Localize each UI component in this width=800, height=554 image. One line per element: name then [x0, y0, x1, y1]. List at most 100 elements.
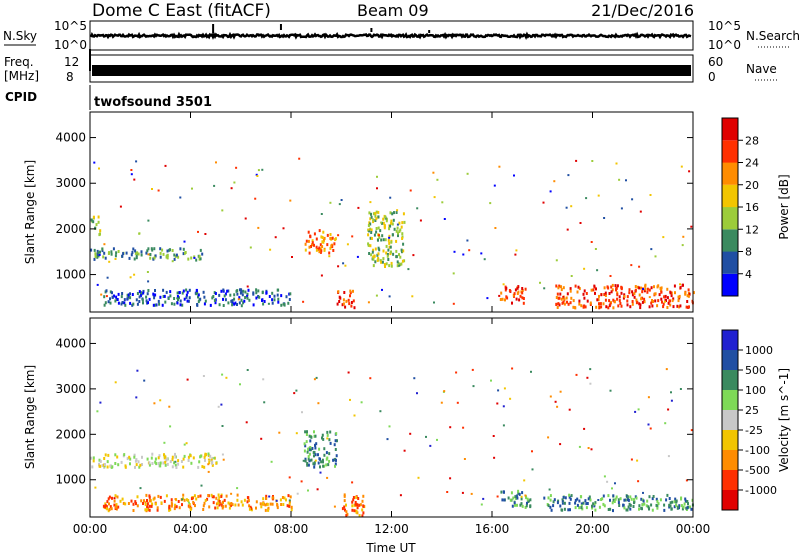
heatmap-cell	[586, 376, 589, 379]
heatmap-cell	[349, 294, 351, 298]
heatmap-cell	[608, 299, 611, 303]
colorbar-tick-label: 500	[745, 364, 766, 377]
heatmap-cell	[117, 250, 120, 253]
colorbar-swatch	[722, 118, 738, 141]
heatmap-cell	[168, 405, 171, 408]
heatmap-cell	[168, 248, 171, 252]
heatmap-cell	[298, 157, 301, 160]
power-data	[90, 157, 695, 310]
heatmap-cell	[660, 297, 663, 301]
heatmap-cell	[108, 495, 111, 499]
heatmap-cell	[218, 500, 221, 503]
heatmap-cell	[370, 212, 372, 216]
heatmap-cell	[626, 299, 629, 303]
y-tick-label: 2000	[55, 427, 86, 441]
heatmap-cell	[632, 505, 635, 508]
heatmap-cell	[680, 496, 683, 500]
heatmap-cell	[151, 502, 154, 506]
heatmap-cell	[390, 240, 393, 244]
heatmap-cell	[306, 463, 309, 467]
heatmap-cell	[620, 304, 623, 308]
heatmap-cell	[102, 255, 105, 259]
heatmap-cell	[517, 290, 520, 294]
heatmap-cell	[228, 506, 231, 510]
heatmap-cell	[97, 215, 100, 219]
heatmap-cell	[401, 221, 404, 225]
heatmap-cell	[227, 301, 230, 305]
heatmap-cell	[104, 256, 107, 260]
heatmap-cell	[653, 285, 655, 289]
heatmap-cell	[303, 449, 306, 453]
heatmap-cell	[159, 251, 162, 255]
heatmap-cell	[134, 465, 136, 469]
colorbar-tick-label: -100	[745, 444, 770, 457]
heatmap-cell	[466, 172, 469, 175]
heatmap-cell	[103, 457, 106, 460]
heatmap-cell	[148, 463, 151, 467]
heatmap-cell	[342, 302, 345, 306]
heatmap-cell	[673, 500, 676, 504]
heatmap-cell	[378, 248, 381, 252]
heatmap-cell	[525, 504, 528, 508]
nsky-label: N.Sky	[3, 29, 37, 43]
heatmap-cell	[222, 288, 225, 292]
heatmap-cell	[555, 296, 558, 299]
heatmap-cell	[231, 299, 234, 303]
heatmap-cell	[685, 506, 688, 510]
heatmap-cell	[126, 457, 129, 461]
heatmap-cell	[589, 382, 592, 385]
x-axis-label: Time UT	[365, 541, 416, 554]
heatmap-cell	[174, 463, 177, 467]
heatmap-cell	[93, 248, 96, 252]
heatmap-cell	[271, 298, 274, 302]
heatmap-cell	[639, 303, 642, 307]
heatmap-cell	[660, 286, 663, 290]
heatmap-cell	[583, 296, 586, 300]
heatmap-cell	[92, 220, 95, 224]
heatmap-cell	[603, 475, 606, 478]
heatmap-cell	[204, 233, 207, 235]
heatmap-cell	[323, 447, 326, 451]
heatmap-cell	[374, 214, 377, 218]
heatmap-cell	[639, 306, 642, 310]
heatmap-cell	[501, 498, 504, 502]
heatmap-cell	[433, 301, 435, 304]
heatmap-cell	[138, 232, 141, 235]
heatmap-cell	[157, 462, 160, 465]
heatmap-cell	[227, 289, 230, 293]
heatmap-cell	[615, 288, 617, 292]
heatmap-cell	[307, 489, 309, 492]
heatmap-cell	[162, 288, 165, 292]
heatmap-cell	[389, 224, 392, 228]
heatmap-cell	[417, 476, 420, 479]
heatmap-cell	[337, 265, 340, 268]
heatmap-cell	[344, 305, 347, 309]
heatmap-cell	[92, 215, 95, 219]
heatmap-cell	[211, 456, 214, 460]
heatmap-cell	[611, 283, 614, 287]
heatmap-cell	[644, 284, 647, 288]
heatmap-cell	[598, 505, 601, 509]
heatmap-cell	[561, 499, 564, 503]
heatmap-cell	[630, 458, 633, 461]
freq-unit: [MHz]	[4, 69, 39, 83]
heatmap-cell	[215, 502, 218, 506]
heatmap-cell	[354, 501, 357, 504]
heatmap-cell	[570, 296, 573, 300]
heatmap-cell	[105, 289, 108, 293]
heatmap-cell	[110, 250, 113, 254]
heatmap-cell	[341, 303, 344, 307]
heatmap-cell	[669, 303, 672, 307]
heatmap-cell	[630, 497, 633, 501]
heatmap-cell	[166, 249, 169, 253]
heatmap-cell	[486, 297, 489, 300]
heatmap-cell	[582, 501, 585, 505]
heatmap-cell	[183, 454, 186, 458]
heatmap-cell	[654, 299, 657, 303]
heatmap-cell	[643, 502, 646, 506]
heatmap-cell	[567, 174, 570, 177]
heatmap-cell	[115, 505, 118, 509]
velocity-colorbar-label: Velocity [m s^-1]	[777, 368, 791, 472]
heatmap-cell	[307, 230, 310, 234]
velocity-colorbar: Velocity [m s^-1] 100050010025-25-100-50…	[721, 329, 791, 511]
